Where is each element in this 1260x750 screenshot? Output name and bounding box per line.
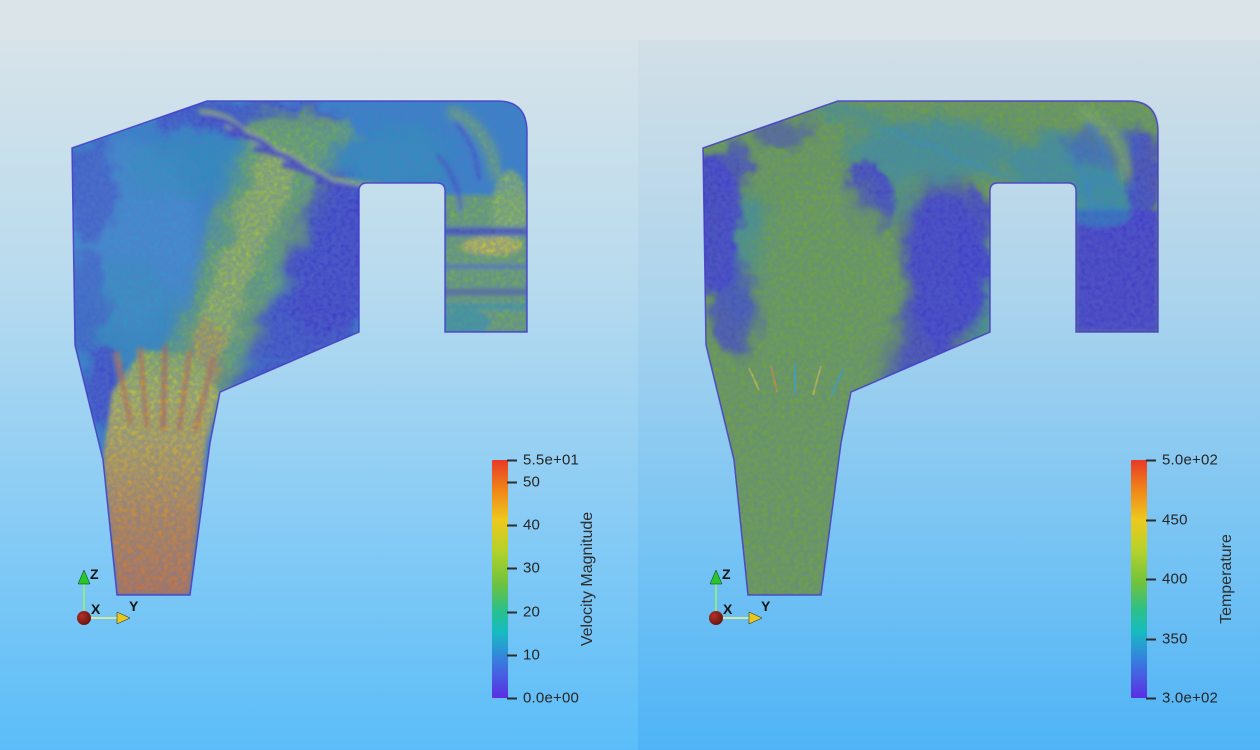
tick-mark bbox=[507, 459, 517, 461]
tick-label: 450 bbox=[1162, 511, 1188, 529]
x-axis-label: X bbox=[723, 601, 733, 617]
tick-label: 400 bbox=[1162, 570, 1188, 588]
tick-mark bbox=[507, 611, 517, 613]
tick-label: 5.0e+02 bbox=[1162, 451, 1219, 469]
tick-mark bbox=[507, 697, 517, 699]
tick-label: 30 bbox=[523, 559, 541, 577]
tick-label: 10 bbox=[523, 646, 541, 664]
tick-label: 5.5e+01 bbox=[523, 451, 580, 469]
tick-label: 50 bbox=[523, 473, 541, 491]
tick-mark bbox=[507, 524, 517, 526]
tick-mark bbox=[1146, 519, 1156, 521]
axis-triad-temperature: Z X Y bbox=[709, 566, 771, 625]
tick-label: 350 bbox=[1162, 630, 1188, 648]
tick-label: 3.0e+02 bbox=[1162, 689, 1219, 707]
tick-mark bbox=[507, 567, 517, 569]
y-arrowhead bbox=[748, 611, 763, 625]
tick-mark bbox=[1146, 578, 1156, 580]
temperature-colorbar[interactable]: 5.0e+02 450 400 350 3.0e+02 Temperature bbox=[1131, 452, 1241, 707]
y-axis-label: Y bbox=[761, 598, 771, 614]
axis-triad-velocity: Z X Y bbox=[77, 566, 139, 625]
x-axis-sphere bbox=[709, 611, 723, 625]
velocity-colorbar-gradient bbox=[492, 460, 508, 698]
velocity-field bbox=[71, 100, 528, 596]
tick-label: 40 bbox=[523, 516, 541, 534]
tick-mark bbox=[507, 654, 517, 656]
velocity-colorbar-title: Velocity Magnitude bbox=[579, 511, 596, 647]
x-axis-sphere bbox=[77, 611, 91, 625]
z-axis-label: Z bbox=[722, 566, 731, 582]
temperature-colorbar-gradient bbox=[1131, 460, 1147, 698]
z-arrowhead bbox=[77, 569, 91, 585]
z-axis-label: Z bbox=[90, 566, 99, 582]
tick-mark bbox=[1146, 459, 1156, 461]
y-arrowhead bbox=[116, 611, 131, 625]
tick-label: 0.0e+00 bbox=[523, 689, 580, 707]
x-axis-label: X bbox=[91, 601, 101, 617]
tick-label: 20 bbox=[523, 603, 541, 621]
tick-mark bbox=[1146, 638, 1156, 640]
velocity-colorbar[interactable]: 5.5e+01 50 40 30 20 10 0.0e+00 Velocity … bbox=[492, 452, 602, 707]
temperature-colorbar-title: Temperature bbox=[1218, 534, 1235, 624]
tick-mark bbox=[507, 481, 517, 483]
tick-mark bbox=[1146, 697, 1156, 699]
z-arrowhead bbox=[709, 569, 723, 585]
temperature-field bbox=[702, 100, 1159, 596]
y-axis-label: Y bbox=[129, 598, 139, 614]
top-band bbox=[0, 0, 1260, 40]
